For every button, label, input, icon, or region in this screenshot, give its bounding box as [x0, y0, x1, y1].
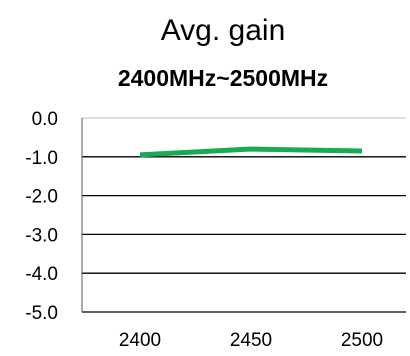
y-tick-label: -5.0 [25, 303, 58, 324]
y-tick-label: 0.0 [32, 109, 58, 130]
y-tick-label: -1.0 [25, 148, 58, 169]
series-line [139, 146, 363, 158]
y-tick-label: -2.0 [25, 187, 58, 208]
y-tick-labels: 0.0 -1.0 -2.0 -3.0 -4.0 -5.0 [25, 109, 58, 324]
x-tick-label: 2500 [341, 330, 383, 351]
y-tick-label: -4.0 [25, 264, 58, 285]
x-tick-label: 2450 [230, 330, 272, 351]
chart-subtitle: 2400MHz~2500MHz [118, 65, 328, 91]
x-tick-labels: 2400 2450 2500 [119, 330, 383, 351]
y-tick-label: -3.0 [25, 225, 58, 246]
gridlines [82, 117, 406, 313]
series-layer [139, 146, 363, 158]
x-tick-label: 2400 [119, 330, 161, 351]
chart-title: Avg. gain [161, 14, 286, 47]
